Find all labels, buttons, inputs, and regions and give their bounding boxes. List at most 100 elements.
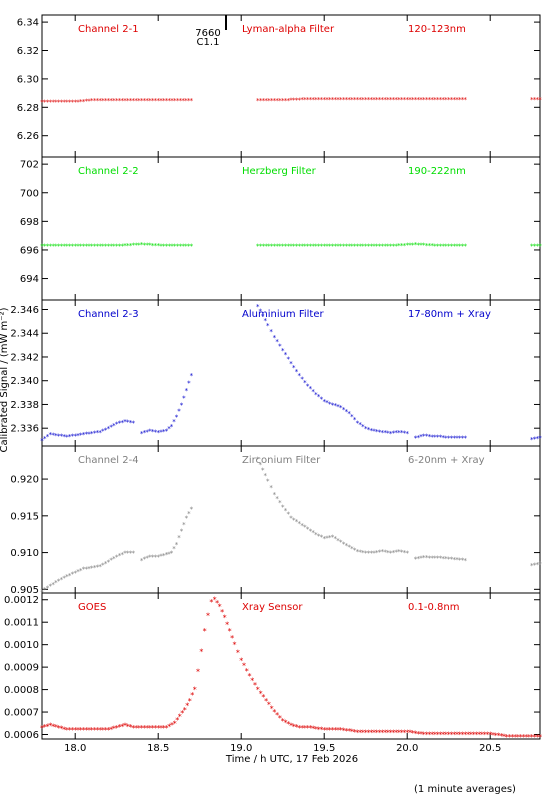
data-point-interp: *	[298, 243, 302, 251]
data-point-interp: *	[317, 532, 321, 540]
data-point: *	[331, 401, 335, 409]
data-point: *	[190, 97, 194, 105]
data-point-interp: *	[154, 428, 158, 436]
data-point-interp: *	[278, 343, 282, 351]
data-point: *	[239, 656, 243, 665]
data-point: *	[107, 97, 111, 105]
data-point-interp: *	[295, 368, 299, 376]
data-point: *	[439, 243, 443, 251]
data-point-interp: *	[76, 432, 80, 440]
data-point-interp: *	[151, 242, 155, 250]
data-point-interp: *	[230, 634, 234, 643]
data-point-interp: *	[156, 242, 160, 250]
data-point: *	[261, 312, 265, 320]
data-point: *	[438, 731, 442, 740]
data-point-interp: *	[182, 521, 186, 529]
data-point-interp: *	[428, 433, 432, 441]
data-point-interp: *	[400, 728, 404, 737]
data-point: *	[123, 97, 127, 105]
data-point-interp: *	[364, 96, 368, 104]
data-point: *	[57, 432, 61, 440]
data-point-interp: *	[143, 556, 147, 564]
data-point-interp: *	[389, 96, 393, 104]
data-point: *	[206, 611, 210, 620]
panel-frame	[41, 156, 541, 301]
data-point-interp: *	[425, 554, 429, 562]
data-point: *	[322, 535, 326, 543]
data-point-interp: *	[96, 97, 100, 105]
data-point: *	[322, 726, 326, 735]
data-point: *	[40, 99, 44, 107]
data-point-interp: *	[71, 433, 75, 441]
data-point-interp: *	[267, 701, 271, 710]
data-point: *	[422, 554, 426, 562]
data-point-interp: *	[474, 731, 478, 740]
data-point: *	[190, 505, 194, 513]
data-point: *	[455, 435, 459, 443]
data-point-interp: *	[353, 96, 357, 104]
data-point-interp: *	[170, 97, 174, 105]
data-point-interp: *	[275, 711, 279, 720]
data-point-interp: *	[328, 243, 332, 251]
data-point: *	[173, 97, 177, 105]
data-point-interp: *	[533, 435, 537, 443]
data-point-interp: *	[145, 554, 149, 562]
data-point-interp: *	[433, 434, 437, 442]
data-point: *	[57, 724, 61, 733]
data-point: *	[356, 96, 360, 104]
data-point-interp: *	[137, 724, 141, 733]
panel-band-label: 120-123nm	[408, 24, 466, 35]
data-point-interp: *	[433, 731, 437, 740]
data-point-interp: *	[320, 243, 324, 251]
data-point-interp: *	[447, 731, 451, 740]
data-point-interp: *	[159, 553, 163, 561]
data-point-interp: *	[331, 243, 335, 251]
data-point-interp: *	[422, 242, 426, 250]
data-point: *	[372, 728, 376, 737]
data-point-interp: *	[411, 241, 415, 249]
data-point-interp: *	[334, 402, 338, 410]
data-point-interp: *	[461, 557, 465, 565]
data-point: *	[82, 566, 86, 574]
data-point: *	[439, 434, 443, 442]
data-point-interp: *	[46, 584, 50, 592]
data-point-interp: *	[79, 243, 83, 251]
y-tick-label: 2.346	[10, 305, 39, 316]
data-point-interp: *	[530, 733, 534, 742]
data-point-interp: *	[428, 96, 432, 104]
data-point-interp: *	[95, 726, 99, 735]
data-point-interp: *	[450, 96, 454, 104]
data-point-interp: *	[96, 563, 100, 571]
data-point-interp: *	[320, 534, 324, 542]
data-point-interp: *	[60, 433, 64, 441]
data-point-interp: *	[261, 693, 265, 702]
data-point-interp: *	[441, 555, 445, 563]
data-point-interp: *	[508, 733, 512, 742]
data-point-interp: *	[375, 549, 379, 557]
data-point-interp: *	[533, 562, 537, 570]
panel-band-label: 17-80nm + Xray	[408, 309, 491, 320]
data-point-interp: *	[325, 534, 329, 542]
data-point: *	[397, 429, 401, 437]
data-point: *	[339, 539, 343, 547]
data-point-interp: *	[87, 430, 91, 438]
data-point-interp: *	[43, 435, 47, 443]
data-point-interp: *	[397, 242, 401, 250]
data-point: *	[464, 435, 468, 443]
data-point-interp: *	[283, 719, 287, 728]
data-point: *	[538, 733, 542, 742]
data-point-interp: *	[300, 243, 304, 251]
data-point: *	[132, 419, 136, 427]
data-point-interp: *	[364, 243, 368, 251]
panel-band-label: 0.1-0.8nm	[408, 602, 460, 613]
data-point-interp: *	[317, 96, 321, 104]
data-point-interp: *	[151, 428, 155, 436]
data-point: *	[132, 550, 136, 558]
data-point-interp: *	[289, 97, 293, 105]
data-point-interp: *	[367, 96, 371, 104]
data-point: *	[530, 562, 534, 570]
panel-filter-label: Zirconium Filter	[242, 455, 321, 466]
data-point-interp: *	[339, 96, 343, 104]
data-point-interp: *	[510, 733, 514, 742]
data-point-interp: *	[270, 243, 274, 251]
